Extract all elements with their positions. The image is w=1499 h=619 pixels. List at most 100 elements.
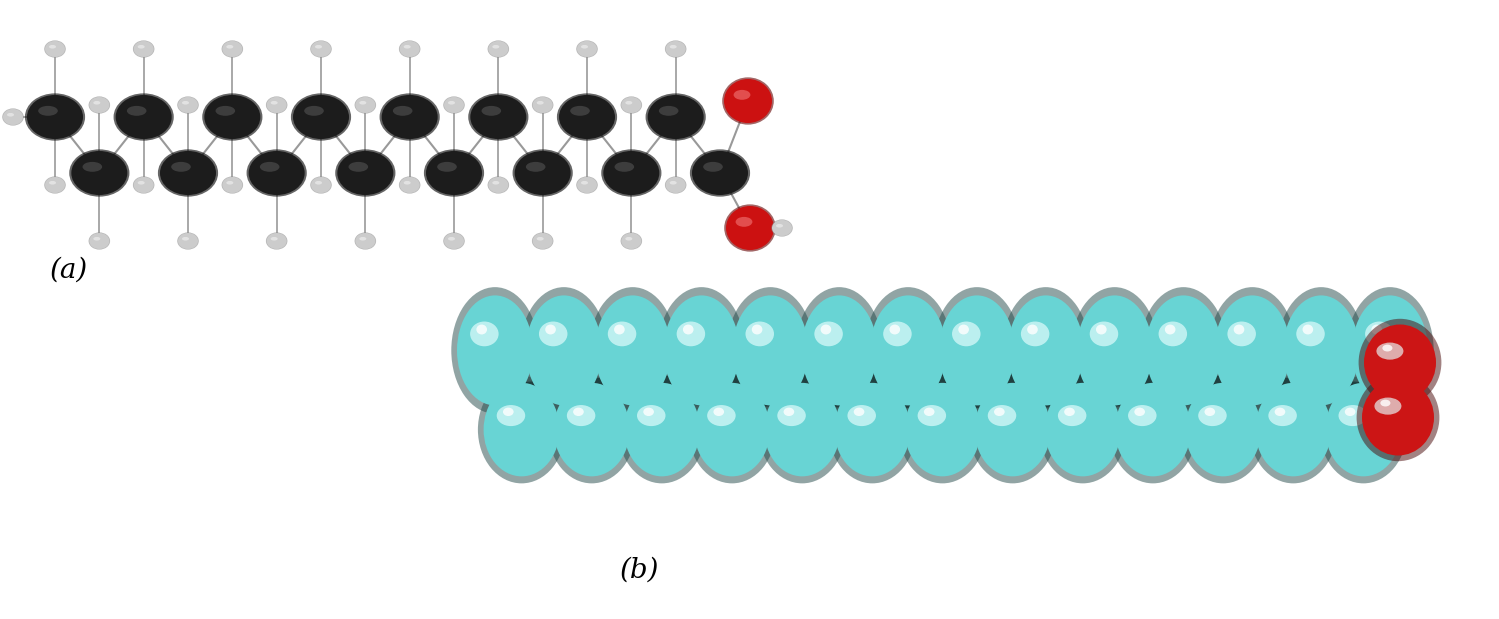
Ellipse shape xyxy=(448,101,456,105)
Ellipse shape xyxy=(115,95,172,139)
Ellipse shape xyxy=(45,40,66,58)
Ellipse shape xyxy=(181,101,189,105)
Ellipse shape xyxy=(292,95,349,139)
Ellipse shape xyxy=(1250,376,1337,483)
Ellipse shape xyxy=(355,232,376,249)
Ellipse shape xyxy=(37,106,58,116)
Ellipse shape xyxy=(778,405,806,426)
Ellipse shape xyxy=(1039,376,1127,483)
Ellipse shape xyxy=(601,149,661,197)
Ellipse shape xyxy=(496,405,525,426)
Ellipse shape xyxy=(1381,400,1391,407)
Ellipse shape xyxy=(546,324,556,334)
Ellipse shape xyxy=(1129,405,1157,426)
Ellipse shape xyxy=(660,106,679,116)
Ellipse shape xyxy=(676,321,705,346)
Ellipse shape xyxy=(393,106,412,116)
Ellipse shape xyxy=(379,93,439,141)
Ellipse shape xyxy=(1180,376,1267,483)
Ellipse shape xyxy=(489,177,508,193)
Ellipse shape xyxy=(968,376,1057,483)
Ellipse shape xyxy=(772,219,793,236)
Text: (a): (a) xyxy=(49,256,88,284)
Ellipse shape xyxy=(607,321,636,346)
Ellipse shape xyxy=(400,177,420,193)
Ellipse shape xyxy=(643,408,654,416)
Ellipse shape xyxy=(917,405,946,426)
Ellipse shape xyxy=(259,162,279,172)
Ellipse shape xyxy=(133,41,154,57)
Ellipse shape xyxy=(133,40,154,58)
Ellipse shape xyxy=(1027,324,1037,334)
Ellipse shape xyxy=(829,376,916,483)
Ellipse shape xyxy=(666,41,685,57)
Ellipse shape xyxy=(723,77,773,124)
Ellipse shape xyxy=(621,232,642,249)
Ellipse shape xyxy=(784,408,794,416)
Ellipse shape xyxy=(958,324,968,334)
Ellipse shape xyxy=(267,233,286,249)
Ellipse shape xyxy=(1357,374,1439,461)
Ellipse shape xyxy=(615,162,634,172)
Ellipse shape xyxy=(3,108,24,126)
Ellipse shape xyxy=(448,237,456,241)
Ellipse shape xyxy=(938,295,1015,405)
Ellipse shape xyxy=(1372,324,1382,334)
Ellipse shape xyxy=(1297,321,1325,346)
Ellipse shape xyxy=(553,383,630,477)
Ellipse shape xyxy=(904,383,980,477)
Ellipse shape xyxy=(93,101,100,105)
Ellipse shape xyxy=(360,237,366,241)
Ellipse shape xyxy=(573,408,583,416)
Ellipse shape xyxy=(646,93,706,141)
Ellipse shape xyxy=(178,97,198,113)
Ellipse shape xyxy=(492,181,499,184)
Ellipse shape xyxy=(513,149,573,197)
Ellipse shape xyxy=(1096,324,1106,334)
Ellipse shape xyxy=(349,162,369,172)
Ellipse shape xyxy=(714,408,724,416)
Ellipse shape xyxy=(484,383,559,477)
Ellipse shape xyxy=(666,40,687,58)
Ellipse shape xyxy=(1159,321,1187,346)
Ellipse shape xyxy=(45,177,64,193)
Ellipse shape xyxy=(1139,287,1228,413)
Ellipse shape xyxy=(265,232,288,249)
Ellipse shape xyxy=(315,45,322,48)
Ellipse shape xyxy=(310,41,331,57)
Ellipse shape xyxy=(138,181,145,184)
Ellipse shape xyxy=(3,109,22,125)
Ellipse shape xyxy=(595,295,670,405)
Ellipse shape xyxy=(88,97,109,114)
Ellipse shape xyxy=(481,106,501,116)
Ellipse shape xyxy=(1345,408,1355,416)
Ellipse shape xyxy=(820,324,832,334)
Ellipse shape xyxy=(688,376,776,483)
Ellipse shape xyxy=(226,181,234,184)
Ellipse shape xyxy=(752,324,763,334)
Ellipse shape xyxy=(1198,405,1226,426)
Ellipse shape xyxy=(72,151,127,195)
Ellipse shape xyxy=(684,324,694,334)
Ellipse shape xyxy=(1228,321,1256,346)
Ellipse shape xyxy=(733,90,751,100)
Ellipse shape xyxy=(802,295,877,405)
Ellipse shape xyxy=(1274,408,1285,416)
Ellipse shape xyxy=(45,41,64,57)
Ellipse shape xyxy=(177,232,199,249)
Ellipse shape xyxy=(477,324,487,334)
Ellipse shape xyxy=(267,97,286,113)
Ellipse shape xyxy=(621,97,642,114)
Ellipse shape xyxy=(814,321,842,346)
Ellipse shape xyxy=(514,151,571,195)
Ellipse shape xyxy=(776,224,782,228)
Ellipse shape xyxy=(1007,295,1084,405)
Ellipse shape xyxy=(764,383,841,477)
Ellipse shape xyxy=(403,181,411,184)
Ellipse shape xyxy=(726,206,773,250)
Ellipse shape xyxy=(618,376,706,483)
Ellipse shape xyxy=(355,97,375,113)
Ellipse shape xyxy=(444,97,465,113)
Ellipse shape xyxy=(90,233,109,249)
Ellipse shape xyxy=(451,287,538,413)
